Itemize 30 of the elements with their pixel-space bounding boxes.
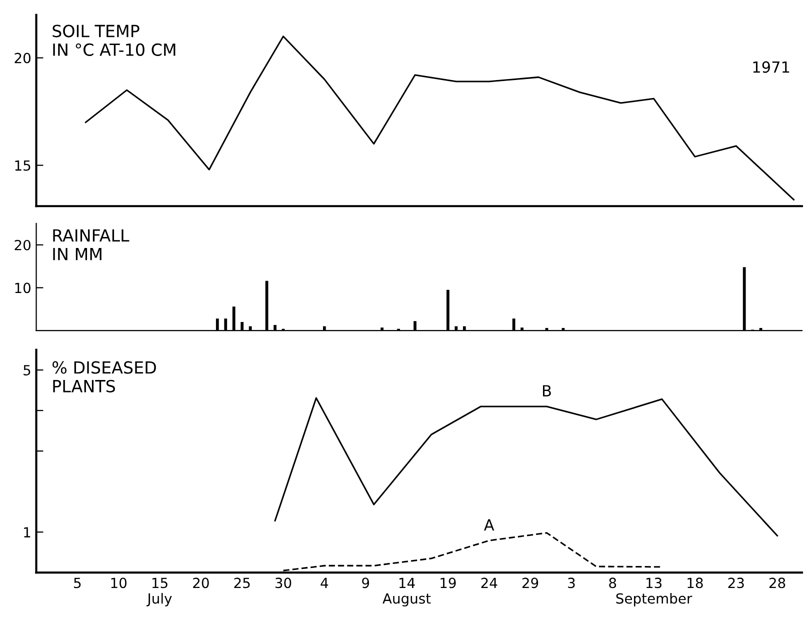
x-tick-label: 15 July <box>146 578 172 606</box>
y-tick-label: 5 <box>24 365 30 376</box>
y-tick-label: 1 <box>24 527 30 538</box>
line-series <box>274 397 778 536</box>
text: % DISEASED PLANTS <box>52 361 156 392</box>
x-tick-label: 30 <box>275 578 292 588</box>
x-tick-label: 18 <box>688 578 703 588</box>
annotation: 1971 <box>753 61 790 73</box>
y-tick-label: 20 <box>14 240 30 250</box>
y-tick-label: 20 <box>14 52 30 64</box>
x-tick-label: 3 <box>568 578 575 588</box>
x-tick-label: 4 <box>320 578 328 588</box>
series-label: B <box>542 385 551 396</box>
x-tick-label: 23 <box>728 578 744 588</box>
x-tick-label: 9 <box>362 578 370 588</box>
y-tick-label: 10 <box>15 282 30 294</box>
y-tick-label: 15 <box>15 160 30 171</box>
x-tick-label: 29 <box>522 578 538 588</box>
x-tick-label: 5 <box>74 578 81 588</box>
x-tick-label: 24 <box>481 578 498 588</box>
x-tick-label: 25 <box>234 578 250 588</box>
x-tick-label: 14 August <box>382 578 431 606</box>
series-label: A <box>484 519 494 530</box>
x-tick-label: 19 <box>440 578 456 588</box>
text: SOIL TEMP IN °C AT-10 CM <box>52 24 176 56</box>
x-tick-label: 20 <box>193 578 209 588</box>
x-tick-label: 28 <box>769 578 786 588</box>
x-tick-label: 10 <box>111 578 127 588</box>
x-tick-label: 8 <box>609 578 616 588</box>
text: RAINFALL IN MM <box>53 229 130 260</box>
